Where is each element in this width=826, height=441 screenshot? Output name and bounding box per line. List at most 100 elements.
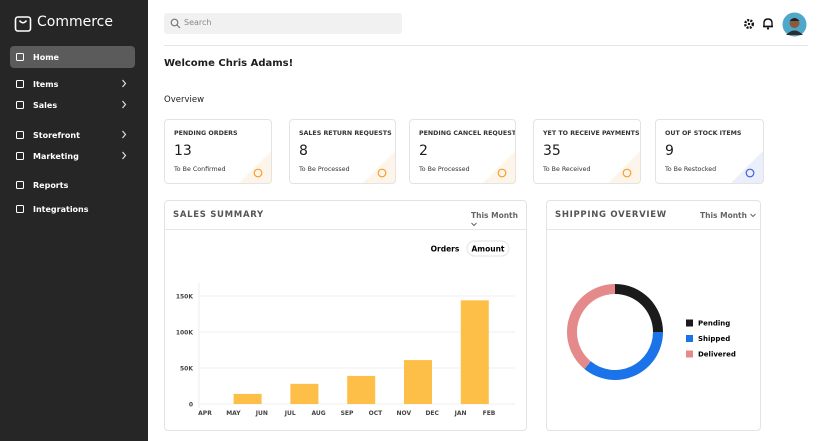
nav-label: Integrations [33, 204, 89, 214]
x-tick-label: FEB [483, 410, 496, 417]
notification-icon[interactable] [762, 17, 774, 30]
stat-card[interactable]: YET TO RECEIVE PAYMENTS 35 To Be Received [533, 119, 641, 184]
chevron-path [122, 79, 127, 88]
nav-item[interactable]: Marketing [10, 145, 135, 167]
nav-item[interactable]: Integrations [10, 198, 135, 220]
stat-card[interactable]: SALES RETURN REQUESTS 8 To Be Processed [289, 119, 396, 184]
nav-item[interactable]: Home [10, 46, 135, 68]
toggle-label: Amount [471, 245, 504, 254]
panel-title: SHIPPING OVERVIEW [555, 210, 667, 220]
user-avatar[interactable] [782, 12, 807, 37]
toggle[interactable]: Amount [466, 240, 510, 257]
card-value: 13 [174, 143, 192, 159]
bar-chart: Orders Amount 0 50K 100K 150K APR MAY JUN JUL AUG S… [176, 240, 515, 417]
chevron [122, 130, 127, 139]
y-tick-label: 100K [176, 330, 194, 337]
period-select[interactable]: This Month [471, 211, 526, 229]
period-label: This Month [471, 211, 518, 220]
shipping-panel: SHIPPING OVERVIEW This Month Pending Ship… [546, 200, 761, 431]
card-value: 2 [419, 143, 428, 159]
nav-icon [16, 152, 24, 160]
stat-card[interactable]: PENDING ORDERS 13 To Be Confirmed [164, 119, 272, 184]
nav-item[interactable]: Storefront [10, 124, 135, 146]
section-title: Overview [164, 95, 205, 105]
welcome-text: Welcome Chris Adams! [164, 58, 294, 69]
x-tick-label: NOV [396, 410, 411, 417]
nav-label: Items [33, 79, 59, 89]
toggle-bg [466, 240, 510, 257]
search-placeholder: Search [184, 18, 212, 27]
nav-icon [16, 80, 24, 88]
card-value: 8 [299, 143, 308, 159]
search-box[interactable]: Search [164, 13, 402, 34]
card-label: PENDING CANCEL REQUESTS [419, 130, 516, 137]
card-label: PENDING ORDERS [174, 130, 238, 137]
nav-icon [16, 205, 24, 213]
x-tick-label: JUN [255, 410, 268, 417]
panel-divider [165, 229, 526, 230]
x-tick-label: MAY [226, 410, 241, 417]
x-tick-label: JAN [454, 410, 467, 417]
card-note: To Be Processed [419, 166, 470, 173]
card-glyph [497, 168, 507, 178]
nav-item[interactable]: Items [10, 73, 135, 95]
toggle[interactable]: Orders [427, 241, 463, 256]
chevron [122, 151, 127, 160]
card-label: OUT OF STOCK ITEMS [665, 130, 742, 137]
card-glyph [377, 168, 387, 178]
nav-label: Sales [33, 100, 58, 110]
nav-label: Reports [33, 180, 69, 190]
search-icon [170, 18, 181, 29]
sales-panel: SALES SUMMARY This Month Orders Amount 0 50… [164, 200, 527, 431]
card-glyph [253, 168, 263, 178]
chevron [122, 100, 127, 109]
nav-icon [16, 181, 24, 189]
nav-icon [16, 101, 24, 109]
nav-label: Marketing [33, 151, 79, 161]
legend-swatch [686, 319, 693, 327]
stat-card[interactable]: OUT OF STOCK ITEMS 9 To Be Restocked [655, 119, 764, 184]
card-note: To Be Restocked [665, 166, 717, 173]
brand-logo [14, 16, 32, 32]
nav-item[interactable]: Sales [10, 94, 135, 116]
bar [233, 393, 262, 404]
legend-label: Delivered [698, 351, 736, 359]
x-tick-label: SEP [341, 410, 354, 417]
legend-swatch [686, 350, 693, 358]
card-note: To Be Confirmed [174, 166, 226, 173]
period-select[interactable]: This Month [700, 211, 756, 220]
panel-title: SALES SUMMARY [173, 210, 264, 220]
card-note: To Be Processed [299, 166, 350, 173]
brand-name: Commerce [37, 14, 113, 30]
header-divider [164, 45, 808, 46]
chevron-path [122, 151, 127, 160]
chevron-path [122, 130, 127, 139]
bar [460, 300, 489, 404]
card-icon [363, 151, 395, 183]
x-tick-label: OCT [369, 410, 384, 417]
legend-label: Shipped [698, 335, 730, 343]
card-label: SALES RETURN REQUESTS [299, 130, 392, 137]
card-label: YET TO RECEIVE PAYMENTS [543, 130, 640, 137]
card-glyph [622, 168, 632, 178]
card-value: 9 [665, 143, 674, 159]
nav-item[interactable]: Reports [10, 174, 135, 196]
toggle-label: Orders [431, 245, 460, 254]
bar [347, 375, 376, 404]
card-corner [363, 151, 395, 183]
bar [290, 383, 319, 404]
donut-segment [584, 332, 663, 380]
sidebar: Commerce Home Items Sales Storefront Marketi… [0, 0, 148, 441]
card-icon [239, 151, 271, 183]
period-label: This Month [700, 211, 747, 220]
card-icon [608, 151, 640, 183]
donut-chart: Pending Shipped Delivered [567, 284, 736, 380]
x-tick-label: AUG [311, 410, 325, 417]
x-tick-label: APR [198, 410, 212, 417]
nav-icon [16, 53, 24, 61]
settings-icon[interactable] [743, 18, 755, 30]
card-corner [608, 151, 640, 183]
legend-swatch [686, 335, 693, 342]
stat-card[interactable]: PENDING CANCEL REQUESTS 2 To Be Processed [409, 119, 516, 184]
